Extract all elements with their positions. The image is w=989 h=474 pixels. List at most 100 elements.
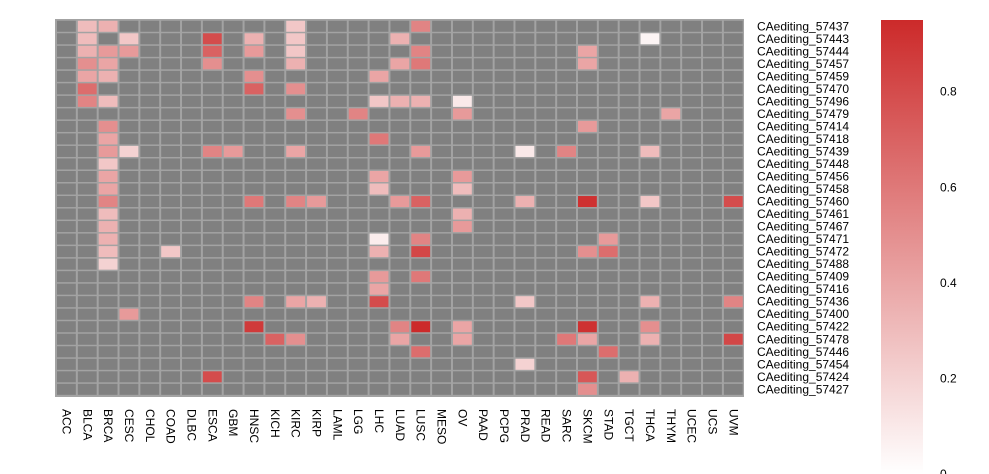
heatmap-cell-na [640, 133, 660, 145]
heatmap-cell [452, 333, 472, 345]
heatmap-cell-na [348, 208, 368, 220]
heatmap-cell-na [369, 358, 389, 370]
heatmap-cell-na [619, 271, 639, 283]
heatmap-cell-na [494, 371, 514, 383]
heatmap-cell-na [307, 233, 326, 245]
heatmap-cell-na [202, 20, 222, 32]
heatmap-cell-na [536, 246, 556, 258]
heatmap-cell-na [598, 133, 618, 145]
heatmap-cell-na [494, 308, 514, 320]
heatmap-cell-na [182, 70, 201, 82]
heatmap-cell [77, 70, 97, 82]
heatmap-cell-na [244, 183, 264, 195]
heatmap-cell [77, 45, 97, 57]
heatmap-cell-na [723, 358, 743, 370]
heatmap-cell-na [161, 371, 181, 383]
colorbar [881, 20, 923, 474]
heatmap-cell-na [57, 233, 76, 245]
heatmap-cell-na [598, 208, 618, 220]
heatmap-cell-na [598, 221, 618, 233]
column-label: LUAD [393, 409, 407, 441]
heatmap-cell-na [202, 246, 222, 258]
heatmap-cell-na [578, 33, 597, 45]
heatmap-cell-na [515, 321, 535, 333]
heatmap-cell-na [619, 133, 639, 145]
heatmap-cell-na [327, 95, 347, 107]
heatmap-cell-na [723, 158, 743, 170]
heatmap-cell-na [98, 346, 118, 358]
heatmap-cell-na [598, 120, 618, 132]
heatmap-cell-na [77, 371, 97, 383]
heatmap-cell-na [432, 95, 451, 107]
heatmap-cell-na [244, 346, 264, 358]
heatmap-cell-na [473, 45, 493, 57]
heatmap-cell-na [307, 333, 326, 345]
heatmap-cell-na [473, 333, 493, 345]
heatmap-cell-na [77, 183, 97, 195]
heatmap-cell-na [77, 358, 97, 370]
heatmap-cell-na [682, 321, 702, 333]
heatmap-cell [286, 33, 306, 45]
heatmap-cell-na [182, 383, 201, 395]
heatmap-cell-na [411, 283, 431, 295]
heatmap-cell-na [494, 120, 514, 132]
heatmap-cell-na [619, 70, 639, 82]
heatmap-cell-na [307, 120, 326, 132]
heatmap-cell [369, 95, 389, 107]
heatmap-cell-na [390, 308, 410, 320]
heatmap-cell-na [703, 45, 722, 57]
heatmap-cell-na [327, 70, 347, 82]
heatmap-cell [390, 333, 410, 345]
column-label: THCA [643, 409, 657, 442]
row-label: CAediting_57436 [757, 295, 849, 309]
heatmap-cell-na [182, 95, 201, 107]
heatmap-cell-na [140, 258, 160, 270]
heatmap-cell-na [98, 321, 118, 333]
heatmap-cell-na [536, 20, 556, 32]
heatmap-cell-na [723, 371, 743, 383]
heatmap-cell-na [473, 321, 493, 333]
heatmap-cell-na [327, 158, 347, 170]
heatmap-cell-na [703, 20, 722, 32]
heatmap-cell-na [223, 383, 243, 395]
heatmap-cell-na [369, 145, 389, 157]
heatmap-cell-na [161, 33, 181, 45]
heatmap-cell-na [223, 358, 243, 370]
colorbar-tick-label: 0 [940, 467, 947, 474]
column-label: LHC [372, 409, 386, 433]
heatmap-cell-na [703, 83, 722, 95]
heatmap-cell-na [202, 233, 222, 245]
column-label: UCS [705, 409, 719, 434]
heatmap-cell-na [494, 246, 514, 258]
heatmap-cell-na [327, 108, 347, 120]
column-label: CHOL [143, 409, 157, 443]
heatmap-cell-na [661, 308, 681, 320]
heatmap-cell-na [286, 271, 306, 283]
heatmap-cell-na [307, 358, 326, 370]
heatmap-cell-na [307, 183, 326, 195]
heatmap-cell-na [161, 321, 181, 333]
heatmap-cell-na [619, 233, 639, 245]
heatmap-cell-na [661, 246, 681, 258]
heatmap-cell-na [265, 271, 285, 283]
heatmap-cell-na [140, 233, 160, 245]
heatmap-cell-na [327, 258, 347, 270]
heatmap-cell-na [244, 358, 264, 370]
heatmap-cell [286, 296, 306, 308]
heatmap-cell-na [286, 283, 306, 295]
heatmap-cell-na [307, 221, 326, 233]
column-label: GBM [226, 409, 240, 436]
heatmap-cell-na [703, 258, 722, 270]
heatmap-cell-na [348, 333, 368, 345]
heatmap-cell-na [57, 383, 76, 395]
heatmap-cell-na [640, 83, 660, 95]
heatmap-cell [98, 95, 118, 107]
heatmap-cell-na [369, 258, 389, 270]
heatmap-cell-na [557, 233, 576, 245]
heatmap-cell-na [682, 383, 702, 395]
heatmap-cell-na [536, 346, 556, 358]
heatmap-cell [369, 183, 389, 195]
heatmap-cell-na [307, 271, 326, 283]
heatmap-cell-na [682, 158, 702, 170]
heatmap-cell-na [703, 108, 722, 120]
